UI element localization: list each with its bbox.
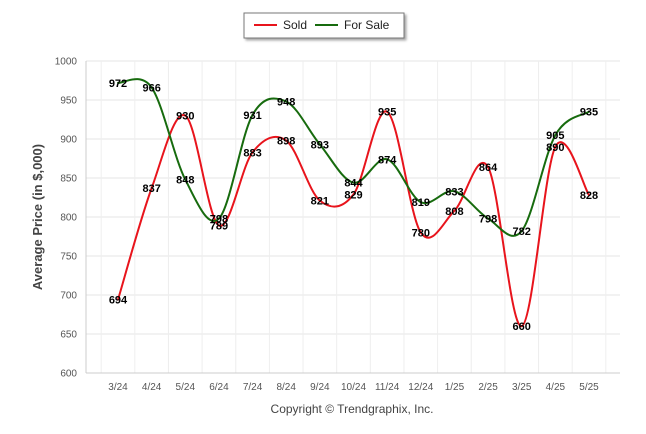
data-label-for-sale: 844 (344, 178, 363, 190)
data-label-sold: 660 (513, 321, 531, 333)
data-label-sold: 694 (109, 295, 128, 307)
data-label-sold: 829 (344, 189, 362, 201)
x-tick-label: 3/25 (512, 382, 532, 393)
grid (86, 60, 620, 374)
data-label-sold: 930 (176, 111, 194, 123)
x-tick-label: 11/24 (375, 382, 400, 393)
y-tick-label: 600 (60, 369, 77, 380)
data-label-for-sale: 782 (513, 226, 531, 238)
data-label-sold: 821 (311, 196, 329, 208)
data-label-for-sale: 874 (378, 154, 397, 166)
series (117, 78, 590, 328)
x-tick-label: 10/24 (341, 382, 366, 393)
data-label-sold: 864 (479, 162, 498, 174)
x-tick-label: 4/24 (142, 382, 162, 393)
data-label-for-sale: 935 (580, 107, 598, 119)
x-tick-label: 2/25 (478, 382, 498, 393)
data-label-sold: 935 (378, 107, 396, 119)
data-label-for-sale: 966 (142, 83, 160, 95)
axes: 600 650 700 750 800 850 900 950 1000 3/24 4/24 5/24… (55, 57, 620, 393)
y-axis-title: Average Price (in $,000) (30, 144, 45, 290)
data-label-for-sale: 905 (546, 130, 564, 142)
data-label-sold: 828 (580, 190, 598, 202)
series-line-sold (117, 110, 590, 328)
data-label-sold: 898 (277, 136, 295, 148)
legend: Sold For Sale (243, 12, 405, 39)
y-tick-label: 700 (60, 291, 77, 302)
data-label-for-sale: 931 (243, 110, 261, 122)
y-tick-label: 900 (60, 135, 77, 146)
data-label-for-sale: 798 (479, 214, 497, 226)
plot-area: 600 650 700 750 800 850 900 950 1000 3/24 4/24 5/24… (55, 57, 620, 393)
x-tick-label: 8/24 (276, 382, 296, 393)
x-tick-label: 4/25 (546, 382, 566, 393)
x-tick-label: 7/24 (243, 382, 263, 393)
data-label-sold: 883 (243, 147, 261, 159)
data-labels: 694 837 930 789 883 898 821 829 935 780 808 864 660 8… (109, 78, 598, 333)
y-tick-label: 950 (60, 96, 77, 107)
y-tick-label: 800 (60, 213, 77, 224)
data-label-sold: 789 (210, 221, 228, 233)
data-label-sold: 837 (142, 183, 160, 195)
data-label-for-sale: 798 (210, 214, 228, 226)
data-label-sold: 890 (546, 142, 564, 154)
series-line-for-sale (117, 78, 590, 237)
y-tick-label: 650 (60, 330, 77, 341)
legend-label-for-sale: For Sale (344, 18, 390, 32)
y-tick-label: 750 (60, 252, 77, 263)
x-tick-label: 12/24 (408, 382, 433, 393)
y-tick-label: 1000 (55, 57, 78, 68)
data-label-sold: 780 (412, 228, 430, 240)
data-label-for-sale: 972 (109, 78, 127, 90)
x-tick-label: 3/24 (108, 382, 128, 393)
x-tick-label: 6/24 (209, 382, 229, 393)
data-label-for-sale: 848 (176, 175, 194, 187)
legend-label-sold: Sold (283, 18, 307, 32)
y-tick-label: 850 (60, 174, 77, 185)
x-tick-label: 9/24 (310, 382, 330, 393)
data-label-for-sale: 948 (277, 97, 295, 109)
data-label-for-sale: 893 (311, 139, 329, 151)
data-label-sold: 808 (445, 206, 463, 218)
x-tick-label: 5/24 (176, 382, 196, 393)
x-tick-label: 1/25 (445, 382, 465, 393)
data-label-for-sale: 819 (412, 197, 430, 209)
copyright-credit: Copyright © Trendgraphix, Inc. (271, 402, 434, 416)
x-tick-label: 5/25 (579, 382, 599, 393)
data-label-for-sale: 833 (445, 186, 463, 198)
